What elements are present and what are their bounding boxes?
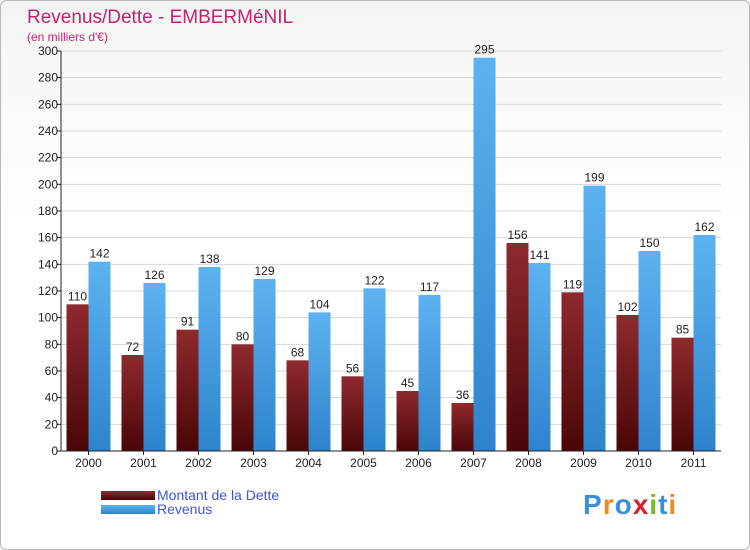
y-tick-label: 120 — [38, 284, 58, 298]
legend-swatch-revenus — [101, 504, 155, 514]
bar-debt-2001 — [121, 355, 144, 451]
value-label-debt: 110 — [68, 289, 87, 303]
y-tick-label: 200 — [38, 177, 58, 191]
x-tick-label: 2000 — [75, 456, 102, 470]
value-label-revenus: 117 — [420, 280, 439, 294]
bar-value-labels: 110 142 72 126 91 138 80 129 68 104 56 122 45 117 36 29… — [68, 43, 715, 402]
proxiti-logo: Proxiti — [583, 489, 677, 521]
value-label-revenus: 129 — [254, 264, 274, 278]
logo-letter: r — [602, 489, 615, 520]
x-tick-label: 2010 — [625, 456, 652, 470]
bars — [66, 57, 716, 452]
value-label-debt: 85 — [676, 323, 690, 337]
value-label-debt: 80 — [236, 329, 250, 343]
x-tick-label: 2003 — [240, 456, 267, 470]
y-tick-label: 300 — [38, 44, 58, 58]
legend-label-debt: Montant de la Dette — [157, 487, 280, 503]
value-label-debt: 156 — [507, 228, 527, 242]
legend-item-revenus: Revenus — [101, 501, 213, 517]
y-tick-label: 240 — [38, 124, 58, 138]
logo-letter: t — [658, 489, 669, 520]
value-label-debt: 102 — [617, 300, 637, 314]
value-label-revenus: 162 — [694, 220, 714, 234]
bar-revenus-2005 — [363, 288, 386, 451]
logo-letter: i — [649, 489, 659, 520]
x-tick-label: 2009 — [570, 456, 597, 470]
value-label-revenus: 199 — [584, 171, 604, 185]
y-tick-label: 80 — [45, 337, 59, 351]
x-tick-label: 2007 — [460, 456, 487, 470]
bar-debt-2002 — [176, 329, 199, 451]
y-tick-label: 20 — [45, 417, 59, 431]
x-tick-label: 2004 — [295, 456, 322, 470]
bar-revenus-2011 — [693, 235, 716, 451]
value-label-revenus: 141 — [529, 248, 549, 262]
x-axis-ticks: 2000 2001 2002 2003 2004 2005 2006 2007 2008 2009… — [75, 451, 707, 470]
value-label-revenus: 138 — [199, 252, 219, 266]
x-tick-label: 2011 — [681, 456, 707, 470]
bar-debt-2007 — [451, 403, 474, 451]
bar-revenus-2003 — [253, 279, 276, 451]
value-label-debt: 56 — [346, 361, 360, 375]
legend-item-debt: Montant de la Dette — [101, 487, 280, 503]
y-tick-label: 0 — [51, 444, 58, 458]
chart-subtitle: (en milliers d'€) — [27, 30, 108, 44]
y-tick-label: 60 — [45, 364, 59, 378]
value-label-debt: 68 — [291, 345, 305, 359]
y-tick-label: 280 — [38, 71, 58, 85]
bar-revenus-2007 — [473, 57, 496, 452]
bar-revenus-2001 — [143, 283, 166, 451]
y-tick-label: 160 — [38, 231, 58, 245]
y-tick-label: 140 — [38, 257, 58, 271]
value-label-revenus: 295 — [474, 43, 494, 57]
bar-debt-2006 — [396, 391, 419, 451]
bar-debt-2009 — [561, 292, 584, 451]
y-tick-label: 180 — [38, 204, 58, 218]
bar-revenus-2009 — [583, 185, 606, 451]
y-axis-ticks: 0 20 40 60 80 100 120 140 160 180 200 220 240 260 280 3… — [38, 44, 61, 458]
value-label-revenus: 122 — [364, 273, 384, 287]
value-label-revenus: 150 — [639, 236, 659, 250]
gridlines — [61, 50, 721, 425]
logo-letter: x — [632, 489, 650, 520]
value-label-debt: 36 — [456, 388, 470, 402]
x-tick-label: 2001 — [130, 456, 157, 470]
bar-debt-2008 — [506, 243, 529, 451]
logo-letter: o — [614, 489, 633, 520]
bar-revenus-2008 — [528, 263, 551, 451]
bar-revenus-2002 — [198, 267, 221, 451]
bar-revenus-2006 — [418, 295, 441, 451]
y-tick-label: 220 — [38, 151, 58, 165]
logo-letter: i — [668, 489, 678, 520]
x-tick-label: 2008 — [515, 456, 542, 470]
bar-debt-2005 — [341, 376, 364, 451]
bar-revenus-2010 — [638, 251, 661, 451]
x-tick-label: 2002 — [185, 456, 212, 470]
bar-debt-2004 — [286, 360, 309, 451]
bar-debt-2000 — [66, 304, 89, 451]
x-tick-label: 2005 — [350, 456, 377, 470]
bar-debt-2010 — [616, 315, 639, 451]
bar-revenus-2004 — [308, 312, 331, 451]
bar-debt-2003 — [231, 344, 254, 451]
chart-title: Revenus/Dette - EMBERMéNIL — [27, 7, 294, 28]
value-label-debt: 91 — [181, 315, 195, 329]
logo-letter: P — [583, 489, 603, 520]
legend-swatch-debt — [101, 490, 155, 500]
value-label-debt: 119 — [563, 277, 582, 291]
bar-revenus-2000 — [88, 261, 111, 451]
value-label-debt: 72 — [126, 340, 140, 354]
y-tick-label: 100 — [38, 311, 58, 325]
bar-debt-2011 — [671, 337, 694, 451]
value-label-revenus: 126 — [144, 268, 164, 282]
x-tick-label: 2006 — [405, 456, 432, 470]
legend-label-revenus: Revenus — [157, 501, 213, 517]
y-tick-label: 260 — [38, 97, 58, 111]
y-tick-label: 40 — [45, 391, 59, 405]
value-label-revenus: 142 — [89, 247, 109, 261]
value-label-revenus: 104 — [309, 297, 329, 311]
value-label-debt: 45 — [401, 376, 415, 390]
